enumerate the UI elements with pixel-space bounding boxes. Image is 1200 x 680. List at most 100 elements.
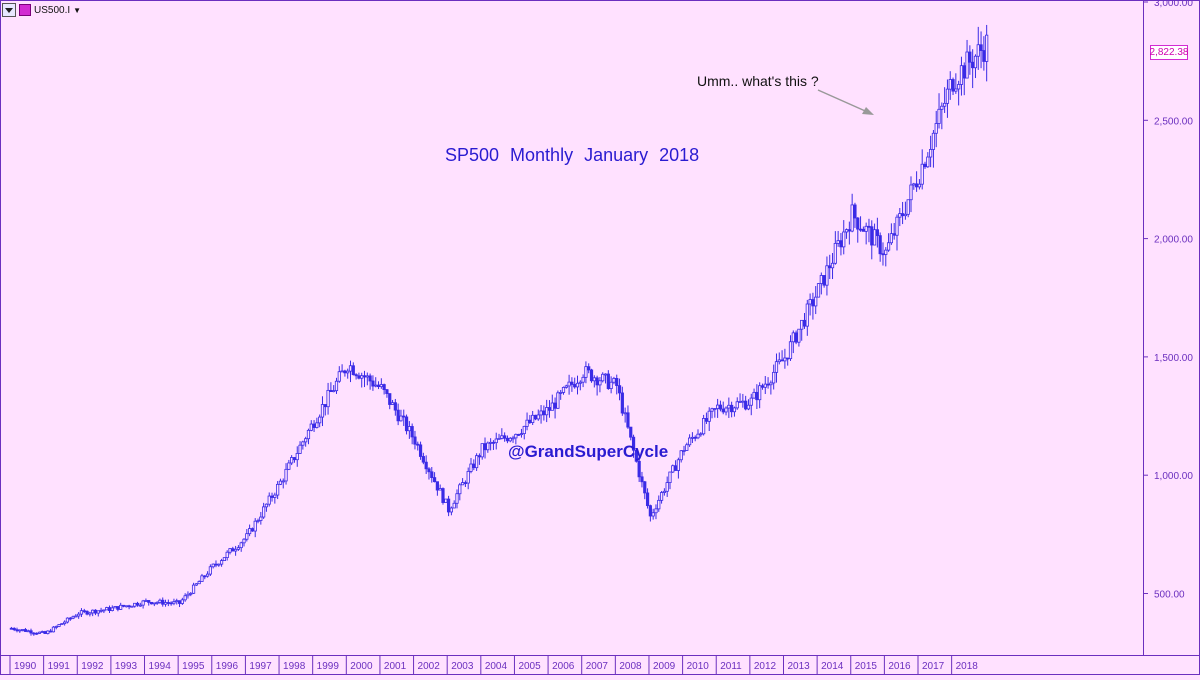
candle: [872, 223, 877, 246]
candle: [250, 527, 255, 532]
candle: [800, 319, 804, 341]
candle: [651, 508, 655, 520]
candle: [858, 216, 863, 232]
candle: [976, 26, 980, 70]
candle: [135, 601, 140, 607]
candle: [732, 406, 737, 417]
candle: [573, 377, 577, 389]
candle: [716, 398, 720, 418]
x-tick-label: 2009: [653, 661, 676, 672]
candle: [491, 440, 496, 450]
candle: [175, 598, 179, 605]
candle: [929, 135, 933, 168]
candle: [334, 377, 339, 394]
candle: [304, 436, 308, 447]
candle: [517, 433, 521, 437]
candle: [200, 573, 204, 582]
candle: [912, 182, 916, 190]
y-tick-label: 2,000.00: [1154, 235, 1193, 246]
candle: [561, 386, 566, 395]
symbol-label[interactable]: US500.I: [34, 4, 71, 16]
candle: [861, 226, 865, 232]
candle: [63, 620, 67, 626]
candle: [262, 502, 266, 519]
candle: [458, 482, 462, 501]
candle: [203, 575, 207, 580]
chevron-down-icon[interactable]: ▼: [73, 5, 82, 15]
y-tick-label: 1,000.00: [1154, 471, 1193, 482]
candle: [421, 452, 425, 465]
dropdown-menu-icon[interactable]: [2, 3, 16, 17]
candle: [539, 405, 543, 424]
candle: [937, 93, 941, 129]
candle: [469, 457, 473, 474]
candle: [144, 598, 148, 602]
y-tick-label: 3,000.00: [1154, 0, 1193, 9]
candle: [91, 609, 95, 617]
candle: [466, 467, 470, 490]
candle: [536, 409, 540, 421]
candle: [528, 415, 532, 425]
annotation-arrow: [817, 89, 874, 115]
candle: [500, 428, 504, 440]
candle: [306, 428, 311, 445]
candle: [707, 407, 711, 432]
candle: [438, 484, 442, 491]
candle: [180, 597, 184, 605]
candle: [920, 149, 924, 190]
candle: [214, 560, 218, 568]
y-axis: 500.00 1,000.00 1,500.00 2,000.00 2,500.00 3,…: [1143, 0, 1193, 600]
y-tick-label: 500.00: [1154, 589, 1185, 600]
candle: [721, 401, 725, 415]
candle: [116, 606, 120, 612]
candle: [856, 217, 860, 243]
candle: [828, 254, 832, 279]
candle: [959, 56, 964, 96]
candle: [107, 605, 112, 614]
candle: [679, 450, 683, 463]
candle: [629, 426, 633, 441]
candle: [427, 467, 431, 480]
candle: [898, 207, 902, 227]
candle: [312, 420, 316, 432]
candle: [315, 417, 319, 429]
candle: [645, 488, 650, 509]
candle: [32, 632, 36, 636]
candle: [606, 370, 610, 390]
candle: [152, 602, 156, 607]
x-tick-label: 2017: [922, 661, 945, 672]
candle: [752, 388, 756, 399]
candle: [780, 350, 784, 362]
candle: [404, 414, 409, 435]
x-tick-label: 2012: [754, 661, 777, 672]
candle: [839, 232, 843, 256]
candle: [483, 437, 487, 459]
candle: [99, 607, 103, 613]
candle: [881, 242, 885, 266]
candle: [609, 376, 613, 394]
candle: [971, 49, 975, 89]
candle: [231, 546, 235, 552]
candle: [371, 375, 375, 391]
x-tick-label: 1991: [48, 661, 71, 672]
candle: [239, 541, 243, 552]
candle: [292, 457, 297, 463]
candle: [545, 399, 549, 423]
candle: [917, 179, 922, 190]
candle: [570, 377, 574, 392]
candle: [957, 80, 961, 106]
candle: [147, 600, 151, 606]
candle: [138, 602, 142, 607]
candle: [522, 425, 526, 440]
candle: [225, 550, 229, 561]
x-tick-label: 2015: [855, 661, 878, 672]
candle: [786, 357, 790, 366]
x-tick-label: 2016: [888, 661, 911, 672]
candle: [256, 518, 260, 524]
candle: [346, 368, 350, 379]
candle: [329, 382, 333, 393]
candle: [864, 222, 868, 245]
candle: [774, 353, 779, 383]
candle: [668, 471, 672, 490]
